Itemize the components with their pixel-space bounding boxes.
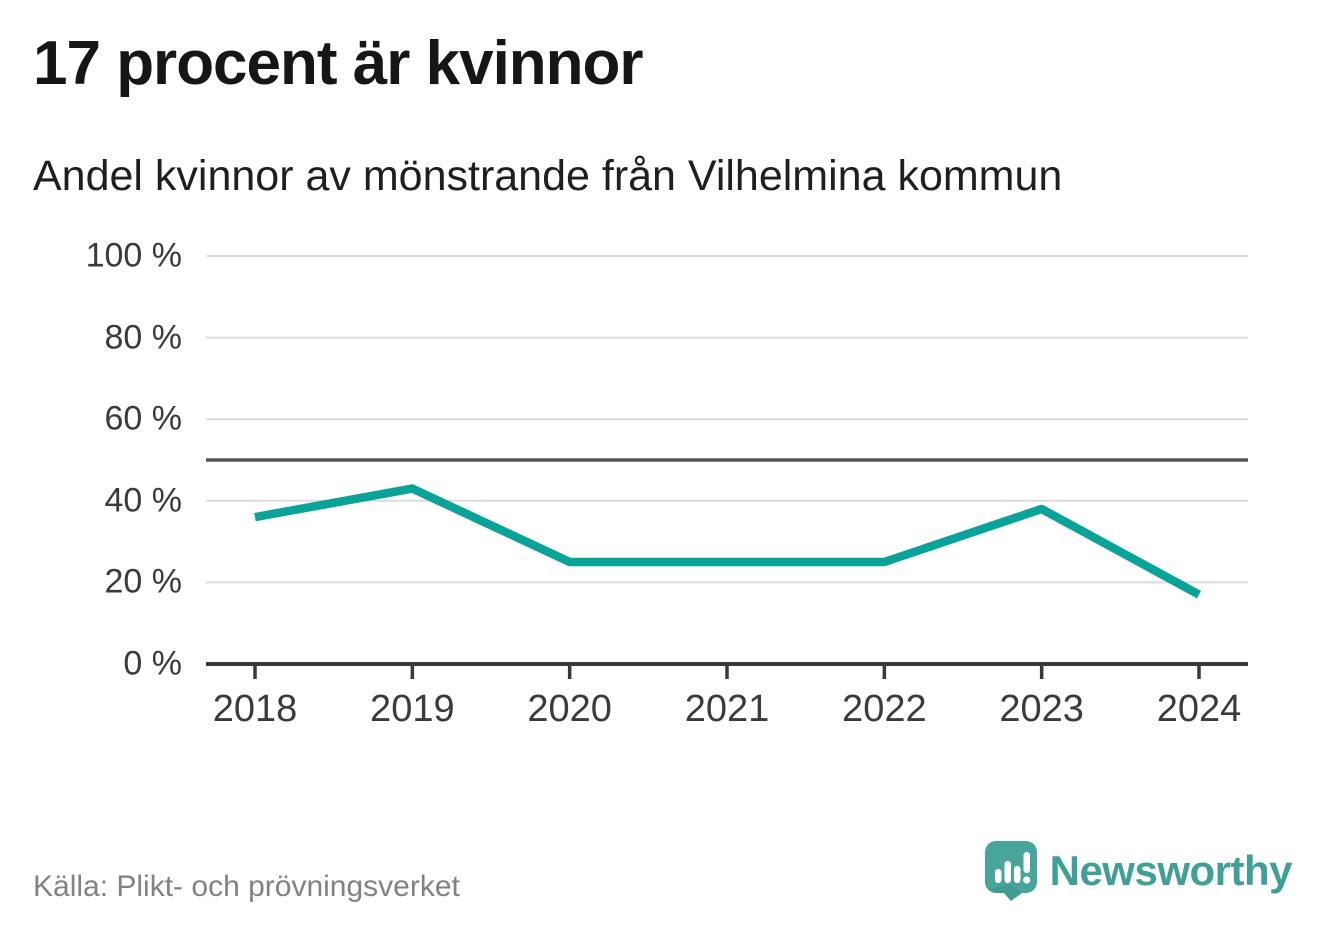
brand-name: Newsworthy	[1049, 847, 1293, 894]
source-label: Källa: Plikt- och prövningsverket	[33, 870, 460, 903]
page-title: 17 procent är kvinnor	[33, 29, 644, 98]
x-tick-label: 2023	[999, 688, 1084, 730]
y-tick-label: 60 %	[104, 399, 183, 438]
x-axis-labels: 2018 2019 2020 2021 2022 2023 2024	[0, 688, 1322, 738]
x-tick-label: 2022	[842, 688, 927, 730]
x-tick-label: 2019	[370, 688, 455, 730]
x-tick-label: 2018	[212, 688, 298, 730]
y-tick-label: 40 %	[104, 481, 183, 520]
y-tick-label: 0 %	[123, 644, 182, 683]
y-tick-label: 100 %	[85, 236, 182, 275]
data-line	[254, 484, 1202, 599]
y-tick-label: 20 %	[104, 562, 183, 601]
y-axis-labels: 0 % 20 % 40 % 60 % 80 % 100 %	[40, 0, 182, 939]
x-tick-label: 2021	[684, 688, 770, 730]
x-tick-label: 2024	[1156, 688, 1242, 730]
chart-subtitle: Andel kvinnor av mönstrande från Vilhelm…	[33, 152, 1063, 200]
brand-logo: Newsworthy	[984, 840, 1293, 902]
x-tick-label: 2020	[527, 688, 612, 730]
y-tick-label: 80 %	[104, 318, 183, 357]
newsworthy-speech-bubble-chart-icon	[984, 841, 1037, 901]
